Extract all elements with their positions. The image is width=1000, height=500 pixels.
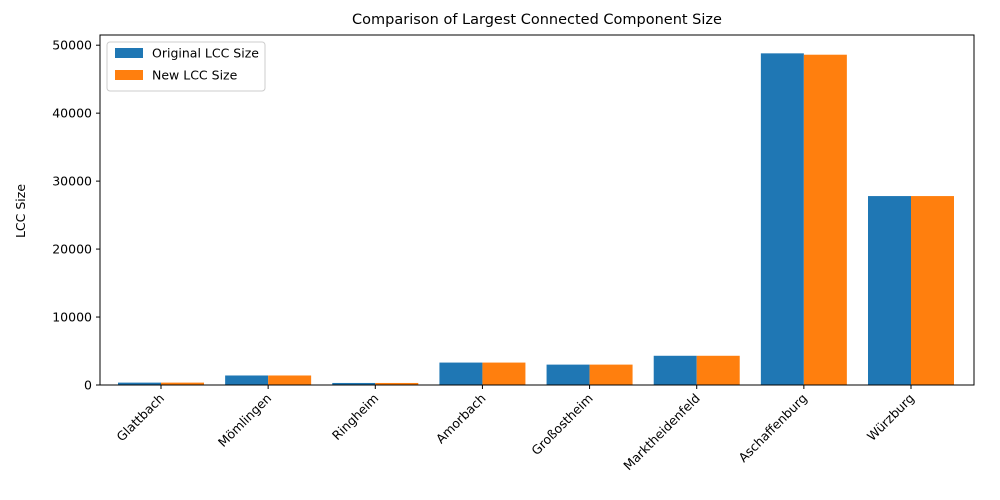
bar-new-6 [803,54,847,385]
bars-group [118,53,954,385]
legend-swatch [115,70,143,80]
bar-original-5 [653,355,697,385]
legend-box [106,41,266,92]
y-tick-label: 10000 [52,310,92,325]
bar-original-4 [546,364,590,385]
plot-frame [99,34,975,386]
y-axis: 0 10000 20000 30000 40000 50000 [52,38,100,393]
bar-new-3 [482,362,526,385]
bar-original-6 [760,53,804,385]
x-tick-label: Glattbach [113,391,167,445]
x-tick-label: Mömlingen [215,391,274,450]
legend-label: New LCC Size [152,68,238,83]
x-tick-label: Ringheim [329,391,382,444]
y-tick-label: 0 [84,378,92,393]
bar-original-0 [118,382,161,385]
y-axis-label: LCC Size [13,184,28,238]
chart-title: Comparison of Largest Connected Componen… [352,12,722,28]
legend-label: Original LCC Size [152,46,259,61]
x-axis: Glattbach Mömlingen Ringheim Amorbach Großos… [113,385,917,473]
bar-original-2 [332,382,376,385]
bar-original-1 [225,375,269,385]
bar-new-4 [589,364,633,385]
bar-new-1 [268,375,312,385]
x-tick-label: Marktheidenfeld [620,391,703,474]
bar-new-7 [911,196,954,385]
x-tick-label: Amorbach [433,391,489,447]
bar-new-0 [161,382,204,385]
x-tick-label: Würzburg [864,391,917,444]
x-tick-label: Aschaffenburg [735,391,810,466]
y-tick-label: 40000 [52,106,92,121]
legend: Original LCC Size New LCC Size [106,41,266,92]
bar-new-5 [696,355,740,385]
bar-original-7 [868,196,911,385]
legend-swatch [115,48,143,58]
y-tick-label: 20000 [52,242,92,257]
bar-original-3 [439,362,483,385]
y-tick-label: 50000 [52,38,92,53]
bar-new-2 [375,382,419,385]
x-tick-label: Großostheim [528,391,595,458]
y-tick-label: 30000 [52,174,92,189]
